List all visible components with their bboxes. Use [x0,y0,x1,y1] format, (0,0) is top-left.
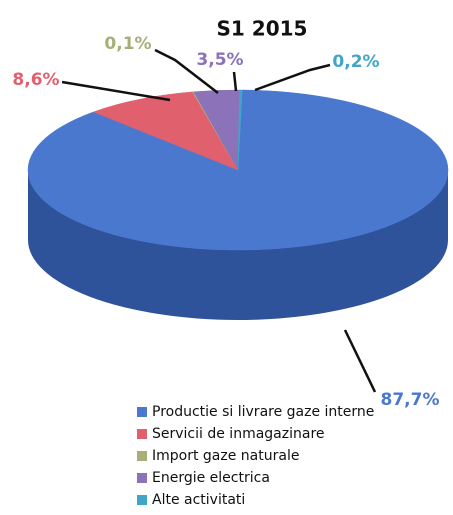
legend-label: Import gaze naturale [152,448,299,464]
data-label: 3,5% [196,50,243,70]
data-label: 0,2% [332,52,379,72]
legend-swatch [137,451,147,461]
leader-line [154,48,219,94]
data-label: 8,6% [12,70,59,90]
leader-line [254,63,331,92]
leader-line [61,80,171,102]
legend-swatch [137,495,147,505]
chart-title: S1 2015 [217,17,308,41]
legend-label: Energie electrica [152,470,270,486]
data-label: 0,1% [104,34,151,54]
legend-swatch [137,407,147,417]
pie-slice [92,91,239,171]
legend-label: Servicii de inmagazinare [152,426,325,442]
legend-swatch [137,473,147,483]
legend-swatch [137,429,147,439]
legend-label: Alte activitati [152,492,245,508]
legend-label: Productie si livrare gaze interne [152,404,374,420]
pie-slice [237,89,243,171]
pie-side [28,170,448,320]
leader-line [343,329,377,393]
leader-line [232,71,238,92]
data-label: 87,7% [381,390,440,410]
